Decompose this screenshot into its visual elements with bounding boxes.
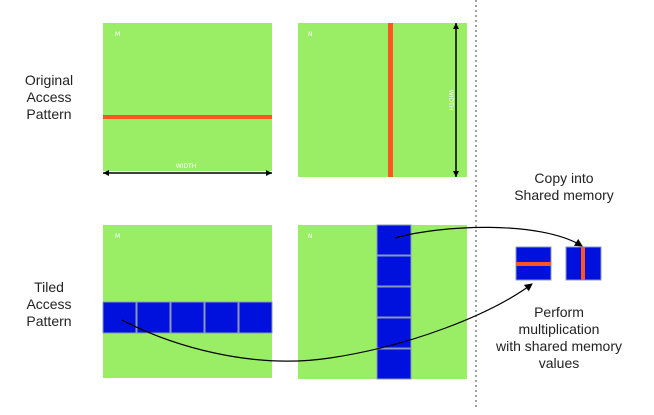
label-tiled-access-pattern: Tiled Access Pattern [26, 279, 72, 329]
matrix-n-original-label: N [308, 31, 313, 38]
dimension-arrowhead-left [103, 170, 109, 176]
row-tile [102, 301, 137, 334]
matrix-n-tiled-label: N [308, 233, 313, 240]
column-highlight-n [388, 23, 393, 177]
row-tile [204, 301, 239, 334]
matrix-m-original [103, 23, 272, 171]
width-label-bottom: WIDTH [176, 163, 197, 170]
matrix-n-original [298, 23, 467, 177]
row-tile [238, 301, 273, 334]
dimension-arrowhead-top [453, 23, 459, 29]
column-tile [376, 348, 412, 380]
matrix-m-original-label: M [115, 31, 120, 38]
row-tile [136, 301, 171, 334]
column-tiles-n [376, 224, 412, 380]
row-tiles-m [102, 301, 273, 334]
shared-tile-n-column-highlight [581, 247, 585, 280]
label-original-access-pattern: Original Access Pattern [24, 72, 74, 122]
copy-arrow-n-to-shared [394, 226, 583, 247]
column-tile [376, 286, 412, 318]
label-copy-into-shared-memory: Copy into Shared memory [514, 170, 614, 203]
dimension-arrowhead-bottom [453, 171, 459, 177]
dimension-arrowhead-right [266, 170, 272, 176]
row-highlight-m [103, 115, 272, 119]
width-label-side: WIDTH [447, 90, 454, 111]
column-tile [376, 224, 412, 256]
shared-tile-m-row-highlight [516, 262, 551, 266]
column-tile [376, 255, 412, 287]
label-perform-multiplication: Perform multiplication with shared memor… [495, 304, 623, 371]
matrix-m-tiled-label: M [115, 233, 120, 240]
column-tile [376, 317, 412, 349]
row-tile [170, 301, 205, 334]
copy-arrow-m-to-shared [121, 283, 533, 362]
